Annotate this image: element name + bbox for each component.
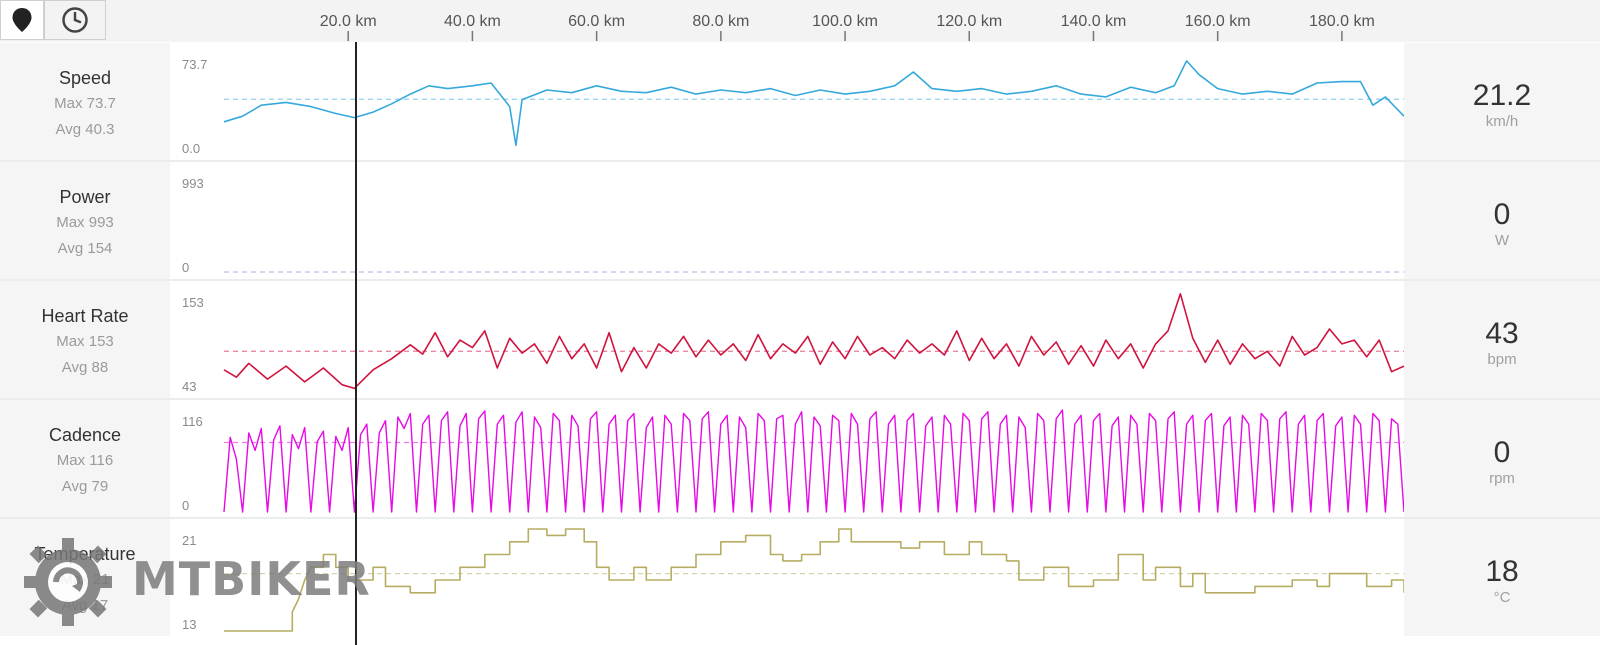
y-min-label: 13 bbox=[182, 617, 197, 632]
metric-current: 0 rpm bbox=[1404, 400, 1600, 517]
x-tick-label: 80.0 km bbox=[692, 13, 749, 30]
y-min-label: 0 bbox=[182, 498, 190, 513]
series-line-hr bbox=[223, 293, 1404, 390]
x-tick-label: 60.0 km bbox=[568, 13, 625, 30]
current-value: 0 bbox=[1493, 436, 1511, 469]
y-min-label: 43 bbox=[182, 379, 197, 394]
metric-row-power: Power Max 993 Avg 154 993 0 0 W bbox=[0, 162, 1600, 279]
current-value: 18 bbox=[1485, 555, 1519, 588]
series-plot-speed bbox=[223, 60, 1404, 147]
watermark-text: MTBIKER bbox=[132, 552, 371, 606]
metric-current: 18 °C bbox=[1404, 519, 1600, 636]
map-pin-icon bbox=[12, 8, 32, 32]
y-max-label: 73.7 bbox=[182, 57, 208, 72]
y-max-label: 21 bbox=[182, 533, 197, 548]
current-value: 43 bbox=[1485, 317, 1519, 350]
series-line-cadence bbox=[223, 409, 1404, 513]
series-plot-cadence bbox=[223, 409, 1404, 513]
series-plot-hr bbox=[223, 293, 1404, 390]
series-line-temp bbox=[224, 528, 1404, 632]
y-max-label: 153 bbox=[182, 295, 204, 310]
distance-axis: 20.0 km 40.0 km 60.0 km 80.0 km 100.0 km 120.… bbox=[320, 13, 1375, 41]
metric-summary: Power Max 993 Avg 154 bbox=[0, 162, 170, 279]
metric-row-hr: Heart Rate Max 153 Avg 88 153 43 43 bpm bbox=[0, 281, 1600, 398]
y-max-label: 993 bbox=[182, 176, 204, 191]
x-tick-label: 120.0 km bbox=[936, 13, 1002, 30]
metric-plot[interactable]: 21 13 bbox=[170, 519, 1404, 636]
metric-avg: Avg 88 bbox=[61, 359, 109, 376]
watermark: MTBIKER bbox=[20, 536, 400, 628]
x-tick-label: 180.0 km bbox=[1309, 13, 1375, 30]
current-value: 0 bbox=[1493, 198, 1511, 231]
metric-summary: Cadence Max 116 Avg 79 bbox=[0, 400, 170, 517]
metric-max: Max 993 bbox=[56, 214, 114, 231]
metric-row-cadence: Cadence Max 116 Avg 79 116 0 0 rpm bbox=[0, 400, 1600, 517]
current-value: 21.2 bbox=[1472, 79, 1532, 112]
row-separator bbox=[0, 517, 1600, 519]
metric-name: Power bbox=[59, 187, 111, 207]
map-tab[interactable] bbox=[0, 0, 44, 40]
row-separator bbox=[0, 398, 1600, 400]
metric-summary: Heart Rate Max 153 Avg 88 bbox=[0, 281, 170, 398]
x-tick-label: 100.0 km bbox=[812, 13, 878, 30]
current-unit: rpm bbox=[1489, 470, 1515, 487]
metric-name: Cadence bbox=[48, 425, 122, 445]
metric-row-speed: Speed Max 73.7 Avg 40.3 73.7 0.0 21.2 km/h bbox=[0, 43, 1600, 160]
y-min-label: 0.0 bbox=[182, 141, 201, 156]
gear-logo-icon bbox=[24, 538, 112, 626]
x-tick-label: 160.0 km bbox=[1185, 13, 1251, 30]
row-separator bbox=[0, 279, 1600, 281]
metric-summary: Speed Max 73.7 Avg 40.3 bbox=[0, 43, 170, 160]
metric-plot[interactable]: 73.7 0.0 bbox=[170, 43, 1404, 160]
metric-plot[interactable]: 153 43 bbox=[170, 281, 1404, 398]
x-tick-label: 140.0 km bbox=[1061, 13, 1127, 30]
series-plot-power bbox=[224, 271, 1404, 273]
metric-avg: Avg 40.3 bbox=[55, 121, 115, 138]
metric-max: Max 73.7 bbox=[54, 95, 116, 112]
metric-plot[interactable]: 116 0 bbox=[170, 400, 1404, 517]
current-unit: km/h bbox=[1485, 113, 1519, 130]
metric-name: Speed bbox=[58, 68, 112, 88]
current-unit: bpm bbox=[1487, 351, 1517, 368]
metric-name: Heart Rate bbox=[41, 306, 129, 326]
current-unit: °C bbox=[1493, 589, 1511, 606]
metric-max: Max 116 bbox=[56, 452, 114, 469]
y-max-label: 116 bbox=[182, 414, 203, 429]
time-tab[interactable] bbox=[44, 0, 106, 40]
current-unit: W bbox=[1494, 232, 1510, 249]
top-bar bbox=[0, 0, 1600, 42]
x-tick-label: 40.0 km bbox=[444, 13, 501, 30]
metric-max: Max 153 bbox=[56, 333, 114, 350]
metric-current: 43 bpm bbox=[1404, 281, 1600, 398]
x-tick-label: 20.0 km bbox=[320, 13, 377, 30]
metric-plot[interactable]: 993 0 bbox=[170, 162, 1404, 279]
series-plot-temp bbox=[224, 528, 1404, 632]
cursor-line[interactable] bbox=[355, 42, 358, 645]
series-line-speed bbox=[223, 60, 1404, 147]
metric-avg: Avg 154 bbox=[57, 240, 113, 257]
row-separator bbox=[0, 160, 1600, 162]
metric-current: 21.2 km/h bbox=[1404, 43, 1600, 160]
y-min-label: 0 bbox=[182, 260, 190, 275]
metric-avg: Avg 79 bbox=[61, 478, 109, 495]
clock-icon bbox=[62, 7, 88, 33]
